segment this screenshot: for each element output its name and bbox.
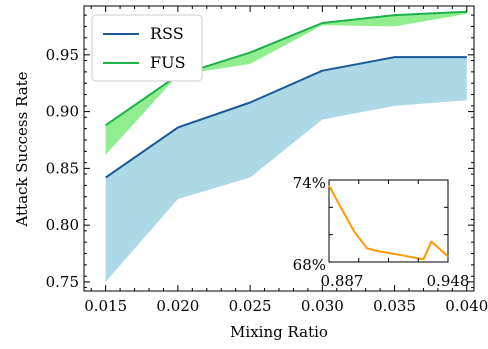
inset-chart: 74% 68% 0.887 0.948	[293, 174, 470, 290]
x-tick-label: 0.020	[156, 297, 199, 315]
legend-label-rss: RSS	[150, 24, 184, 43]
y-tick-label: 0.80	[46, 216, 79, 234]
y-axis-ticks: 0.75 0.80 0.85 0.90 0.95	[46, 14, 474, 291]
line-fus	[105, 10, 467, 127]
x-tick-label: 0.015	[84, 297, 127, 315]
legend: RSS FUS	[91, 14, 203, 82]
inset-y-tick-label-bottom: 68%	[293, 256, 326, 274]
series-lines	[105, 10, 467, 179]
inset-line	[328, 185, 449, 261]
y-tick-label: 0.85	[46, 159, 79, 177]
x-tick-label: 0.035	[373, 297, 416, 315]
band-fus	[105, 11, 467, 155]
y-tick-label: 0.90	[46, 103, 79, 121]
inset-series-line	[328, 179, 449, 263]
x-tick-label: 0.025	[229, 297, 272, 315]
legend-box	[91, 14, 203, 82]
line-rss	[105, 56, 467, 179]
confidence-bands	[105, 11, 467, 282]
band-rss	[105, 57, 467, 282]
inset-x-tick-label-left: 0.887	[321, 272, 364, 290]
inset-y-tick-label-top: 74%	[293, 174, 326, 192]
y-tick-label: 0.75	[46, 273, 79, 291]
x-tick-label: 0.030	[301, 297, 344, 315]
y-axis-title: Attack Success Rate	[13, 71, 31, 227]
legend-label-fus: FUS	[150, 53, 186, 72]
x-tick-label: 0.040	[445, 297, 488, 315]
x-axis-title: Mixing Ratio	[230, 323, 328, 341]
x-axis-ticks: 0.015 0.020 0.025 0.030 0.035 0.040	[84, 6, 488, 315]
y-tick-label: 0.95	[46, 46, 79, 64]
inset-frame	[328, 179, 449, 263]
inset-x-tick-label-right: 0.948	[427, 272, 470, 290]
